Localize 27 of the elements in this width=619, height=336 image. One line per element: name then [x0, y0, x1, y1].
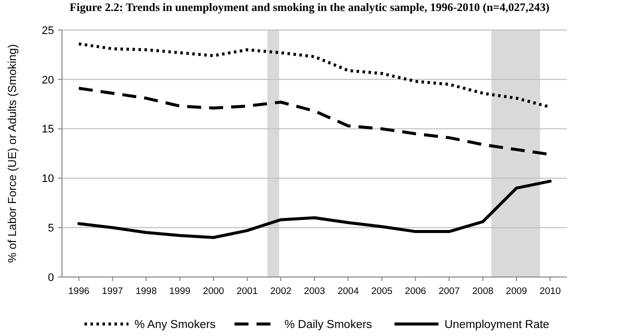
x-tick-label: 2005 [371, 286, 392, 297]
x-tick-label: 2003 [304, 286, 326, 297]
y-tick-label: 20 [42, 74, 54, 86]
x-tick-label: 1999 [169, 286, 190, 297]
y-tick-label: 15 [42, 124, 54, 136]
chart-title: Figure 2.2: Trends in unemployment and smoking in the analytic sample, 1996-2010 (n=4,027,243) [70, 2, 550, 14]
legend-label: % Any Smokers [134, 319, 216, 332]
x-tick-label: 1997 [102, 286, 124, 297]
x-tick-label: 2010 [540, 286, 561, 297]
y-tick-label: 25 [42, 24, 54, 37]
x-tick-label: 2006 [404, 286, 426, 297]
x-tick-label: 1996 [68, 286, 90, 297]
y-tick-label: 5 [48, 222, 54, 234]
x-tick-label: 2001 [236, 286, 258, 297]
y-tick-label: 10 [42, 173, 54, 186]
x-tick-label: 2002 [270, 286, 292, 297]
legend-label: Unemployment Rate [444, 319, 550, 332]
x-tick-label: 2000 [202, 286, 224, 297]
x-tick-label: 2007 [438, 286, 460, 297]
x-tick-label: 2008 [472, 286, 494, 297]
x-tick-label: 1998 [136, 286, 157, 297]
line-series [77, 180, 552, 239]
legend-label: % Daily Smokers [284, 319, 372, 332]
x-tick-label: 2009 [506, 286, 528, 297]
x-tick-label: 2004 [338, 286, 359, 297]
y-tick-label: 0 [48, 272, 54, 284]
y-axis-title: % of Labor Force (UE) or Adults (Smoking) [7, 44, 19, 263]
